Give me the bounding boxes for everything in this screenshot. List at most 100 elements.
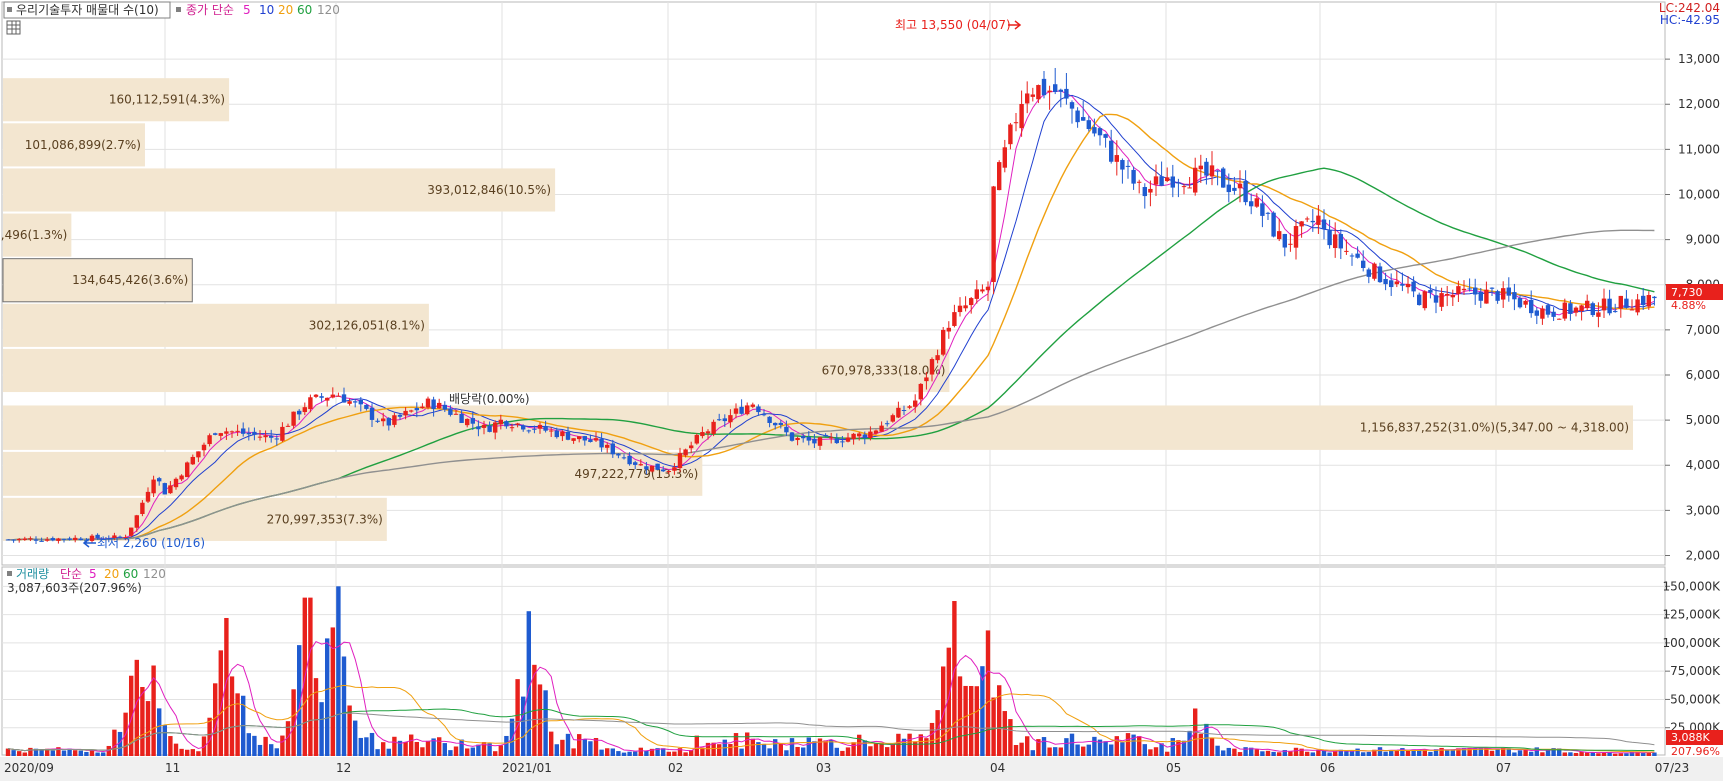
volume-bar bbox=[409, 734, 414, 756]
volume-bar bbox=[1613, 753, 1618, 756]
candle-body bbox=[229, 431, 235, 433]
volume-bar bbox=[291, 689, 296, 756]
candle-body bbox=[969, 298, 974, 306]
candle-body bbox=[840, 441, 845, 443]
candle-body bbox=[907, 406, 912, 408]
volume-bar bbox=[257, 744, 263, 756]
volume-bar bbox=[168, 736, 173, 756]
volume-ma5-line bbox=[7, 640, 1655, 754]
volume-bar bbox=[537, 684, 543, 756]
candle-body bbox=[935, 355, 940, 361]
price-ma-toggle-icon[interactable] bbox=[176, 7, 181, 12]
candle-body bbox=[588, 439, 593, 442]
volume-bar bbox=[504, 735, 509, 756]
volume-bar bbox=[313, 678, 319, 756]
candle-body bbox=[285, 425, 291, 427]
candle-body bbox=[946, 327, 951, 332]
candle-body bbox=[1316, 215, 1321, 225]
candle-body bbox=[1590, 303, 1595, 316]
candle-body bbox=[1008, 124, 1013, 145]
candle-body bbox=[353, 401, 358, 403]
volume-bar bbox=[431, 738, 436, 756]
volume-bar bbox=[700, 747, 705, 756]
candle-body bbox=[196, 451, 201, 458]
volume-bar bbox=[683, 752, 688, 756]
volume-bar bbox=[1389, 750, 1394, 756]
volume-toggle-icon[interactable] bbox=[7, 571, 12, 576]
volume-bar bbox=[1467, 747, 1472, 756]
candle-body bbox=[129, 527, 134, 536]
volume-bar bbox=[308, 597, 313, 756]
candle-body bbox=[308, 397, 313, 410]
volume-bar bbox=[644, 750, 649, 756]
indicator-toggle-icon[interactable] bbox=[7, 7, 12, 12]
volume-bar bbox=[873, 743, 879, 756]
candle-body bbox=[297, 410, 302, 415]
candle-body bbox=[1534, 310, 1539, 316]
candle-body bbox=[901, 410, 907, 412]
volume-bar bbox=[1293, 747, 1299, 756]
volume-bar bbox=[1170, 738, 1175, 756]
volume-bar bbox=[1271, 751, 1276, 756]
volume-bar bbox=[414, 741, 419, 756]
volume-bar bbox=[425, 740, 431, 756]
volume-tick-label: 75,000K bbox=[1670, 664, 1721, 678]
candle-body bbox=[761, 414, 767, 416]
candle-body bbox=[621, 457, 627, 459]
candle-body bbox=[879, 425, 884, 432]
volume-bar bbox=[330, 627, 335, 756]
price-ma-label[interactable]: 종가 단순 bbox=[186, 3, 234, 17]
candle-body bbox=[509, 427, 515, 429]
volume-bar bbox=[806, 737, 811, 756]
volume-bar bbox=[1551, 748, 1556, 756]
volume-bar bbox=[733, 733, 739, 756]
candle-body bbox=[689, 445, 694, 449]
candle-body bbox=[711, 421, 716, 434]
indicator-label[interactable]: 우리기술투자 매물대 수(10) bbox=[16, 3, 159, 17]
candle-body bbox=[885, 423, 890, 425]
indicator-label-box[interactable] bbox=[3, 1, 171, 19]
candle-body bbox=[465, 418, 470, 426]
candle-body bbox=[834, 438, 839, 444]
price-tick-label: 10,000 bbox=[1678, 187, 1720, 201]
volume-bar bbox=[1204, 723, 1209, 756]
high-annotation: 최고 13,550 (04/07) bbox=[895, 18, 1011, 32]
volume-bar bbox=[1002, 711, 1007, 756]
volume-bar bbox=[694, 735, 699, 756]
candle-body bbox=[1260, 203, 1265, 216]
candle-body bbox=[1036, 85, 1041, 100]
candle-body bbox=[823, 434, 828, 437]
candle-body bbox=[672, 467, 677, 471]
volume-title[interactable]: 거래량 bbox=[16, 567, 49, 581]
candle-body bbox=[403, 410, 408, 416]
volume-bar bbox=[1013, 744, 1019, 756]
candle-body bbox=[134, 515, 139, 528]
dividend-annotation: 배당락(0.00%) bbox=[449, 392, 530, 406]
last-price-value: 7,730 bbox=[1671, 286, 1703, 299]
candle-body bbox=[1125, 165, 1131, 167]
candle-body bbox=[504, 421, 509, 427]
table-icon[interactable] bbox=[6, 20, 21, 35]
candle-body bbox=[487, 425, 492, 432]
volume-bar bbox=[1215, 745, 1220, 756]
candle-body bbox=[1394, 281, 1399, 285]
candle-body bbox=[459, 413, 464, 423]
candle-body bbox=[1607, 298, 1612, 314]
volume-bar bbox=[1585, 752, 1590, 756]
volume-bar bbox=[1310, 752, 1315, 756]
candle-body bbox=[627, 455, 632, 465]
volume-bar bbox=[386, 748, 391, 756]
volume-bar bbox=[1478, 748, 1483, 756]
volume-tick-label: 100,000K bbox=[1663, 636, 1722, 650]
volume-bar bbox=[1506, 748, 1511, 756]
volume-bar bbox=[549, 731, 554, 756]
volume-bar bbox=[554, 744, 559, 756]
volume-profile-band bbox=[3, 348, 950, 393]
volume-bar bbox=[95, 752, 100, 756]
volume-bar bbox=[924, 738, 929, 756]
candle-body bbox=[106, 538, 111, 540]
candle-body bbox=[201, 444, 207, 451]
volume-bar bbox=[1064, 738, 1069, 756]
candle-body bbox=[1377, 266, 1383, 283]
